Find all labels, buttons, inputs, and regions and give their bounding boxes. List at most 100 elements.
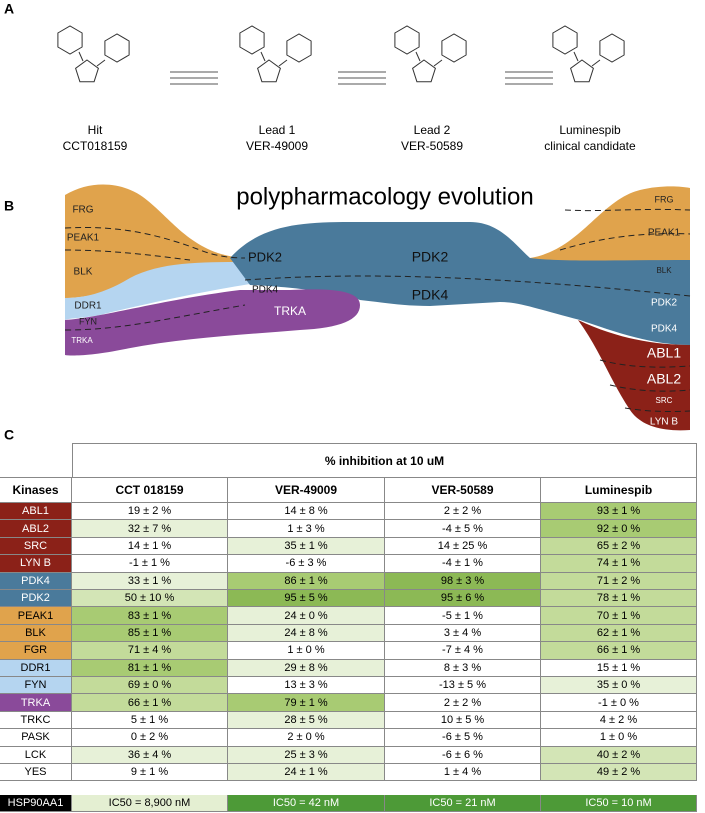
table-cell: 0 ± 2 % bbox=[72, 729, 228, 747]
ring bbox=[57, 25, 83, 55]
compound-code: VER-50589 bbox=[401, 139, 463, 153]
table-cell: 2 ± 0 % bbox=[228, 729, 385, 747]
chemical-structure bbox=[57, 25, 130, 83]
table-cell: 14 ± 8 % bbox=[228, 503, 385, 521]
table-cell: PDK4 bbox=[0, 572, 72, 590]
table-cell: 71 ± 4 % bbox=[72, 642, 228, 660]
table-cell: 29 ± 8 % bbox=[228, 659, 385, 677]
table-cell: 98 ± 3 % bbox=[385, 572, 541, 590]
table-cell: 40 ± 2 % bbox=[541, 746, 697, 764]
table-cell: 36 ± 4 % bbox=[72, 746, 228, 764]
table-cell: 65 ± 2 % bbox=[541, 537, 697, 556]
table-cell: 50 ± 10 % bbox=[72, 590, 228, 608]
table-cell: 70 ± 1 % bbox=[541, 607, 697, 625]
ring bbox=[75, 59, 99, 83]
table-cell: 24 ± 0 % bbox=[228, 607, 385, 625]
ring bbox=[412, 59, 436, 83]
panel-label: B bbox=[4, 198, 14, 214]
table-cell: 74 ± 1 % bbox=[541, 555, 697, 573]
stream-label: PDK2 bbox=[412, 249, 449, 265]
stream-label: TRKA bbox=[71, 336, 93, 345]
stream-label: PDK2 bbox=[651, 298, 678, 309]
bond bbox=[260, 51, 266, 62]
table-cell: 1 ± 3 % bbox=[228, 520, 385, 538]
table-cell: -6 ± 5 % bbox=[385, 729, 541, 747]
table-cell: IC50 = 21 nM bbox=[385, 795, 541, 812]
table-cell: 49 ± 2 % bbox=[541, 764, 697, 782]
ring bbox=[441, 33, 467, 63]
table-cell: Kinases bbox=[0, 478, 72, 503]
stream-label: BLK bbox=[74, 267, 93, 278]
table-cell: 92 ± 0 % bbox=[541, 520, 697, 538]
ring bbox=[257, 59, 281, 83]
table-cell: ABL2 bbox=[0, 520, 72, 538]
table-cell: DDR1 bbox=[0, 659, 72, 677]
table-cell: 1 ± 0 % bbox=[541, 729, 697, 747]
table-cell: BLK bbox=[0, 624, 72, 643]
table-cell: 85 ± 1 % bbox=[72, 624, 228, 643]
table-cell: 14 ± 1 % bbox=[72, 537, 228, 556]
panel-title: polypharmacology evolution bbox=[236, 183, 534, 210]
table-cell: -6 ± 3 % bbox=[228, 555, 385, 573]
table-cell: 78 ± 1 % bbox=[541, 590, 697, 608]
table-cell: 28 ± 5 % bbox=[228, 711, 385, 730]
table-cell: VER-49009 bbox=[228, 478, 385, 503]
table-cell: 33 ± 1 % bbox=[72, 572, 228, 590]
stream-dividers bbox=[64, 208, 691, 413]
table-cell: 35 ± 1 % bbox=[228, 537, 385, 556]
stream-label: PDK4 bbox=[651, 324, 678, 335]
stream-label: ABL1 bbox=[647, 345, 681, 361]
table-cell: LYN B bbox=[0, 555, 72, 573]
compound-name: Lead 1 bbox=[259, 123, 296, 137]
table-cell: PASK bbox=[0, 729, 72, 747]
table-cell: 24 ± 8 % bbox=[228, 624, 385, 643]
stream-label: TRKA bbox=[274, 304, 306, 318]
table-cell: -13 ± 5 % bbox=[385, 677, 541, 695]
stream-label: DDR1 bbox=[74, 301, 102, 312]
table-cell: 95 ± 6 % bbox=[385, 590, 541, 608]
table-cell: YES bbox=[0, 764, 72, 782]
table-cell: 10 ± 5 % bbox=[385, 711, 541, 730]
compound-code: clinical candidate bbox=[544, 139, 636, 153]
stream-label: PEAK1 bbox=[67, 233, 100, 244]
bond bbox=[433, 59, 443, 67]
ring bbox=[599, 33, 625, 63]
table-cell: IC50 = 10 nM bbox=[541, 795, 697, 812]
table-cell: 2 ± 2 % bbox=[385, 694, 541, 712]
table-cell: 32 ± 7 % bbox=[72, 520, 228, 538]
ring bbox=[286, 33, 312, 63]
table-cell: -1 ± 1 % bbox=[72, 555, 228, 573]
table-cell: 81 ± 1 % bbox=[72, 659, 228, 677]
table-cell: HSP90AA1 bbox=[0, 795, 72, 812]
ring bbox=[570, 59, 594, 83]
table-cell: 95 ± 5 % bbox=[228, 590, 385, 608]
bond bbox=[278, 59, 288, 67]
stream-label: BLK bbox=[656, 266, 672, 275]
table-cell: IC50 = 42 nM bbox=[228, 795, 385, 812]
table-cell: 9 ± 1 % bbox=[72, 764, 228, 782]
table-cell: 8 ± 3 % bbox=[385, 659, 541, 677]
table-cell: -4 ± 1 % bbox=[385, 555, 541, 573]
bond bbox=[591, 59, 601, 67]
bond bbox=[573, 51, 579, 62]
table-cell: 71 ± 2 % bbox=[541, 572, 697, 590]
table-cell: 62 ± 1 % bbox=[541, 624, 697, 643]
panel-label: C bbox=[4, 427, 14, 443]
stream-label: PDK4 bbox=[252, 285, 279, 296]
stream-label: PEAK1 bbox=[648, 228, 681, 239]
table-cell: IC50 = 8,900 nM bbox=[72, 795, 228, 812]
bond bbox=[78, 51, 84, 62]
table-cell: -4 ± 5 % bbox=[385, 520, 541, 538]
stream-label: FYN bbox=[79, 316, 97, 326]
panels-a-b: A B Hit CCT018159 Lead 1 VER-49009 Lead 2 VER… bbox=[4, 1, 691, 443]
arrows bbox=[170, 71, 553, 85]
ring bbox=[394, 25, 420, 55]
table-cell: 93 ± 1 % bbox=[541, 503, 697, 521]
compound-code: VER-49009 bbox=[246, 139, 308, 153]
table-cell: VER-50589 bbox=[385, 478, 541, 503]
panel-label: A bbox=[4, 1, 14, 17]
table-cell: 25 ± 3 % bbox=[228, 746, 385, 764]
stream-label: FRG bbox=[655, 194, 674, 204]
table-cell: -7 ± 4 % bbox=[385, 642, 541, 660]
